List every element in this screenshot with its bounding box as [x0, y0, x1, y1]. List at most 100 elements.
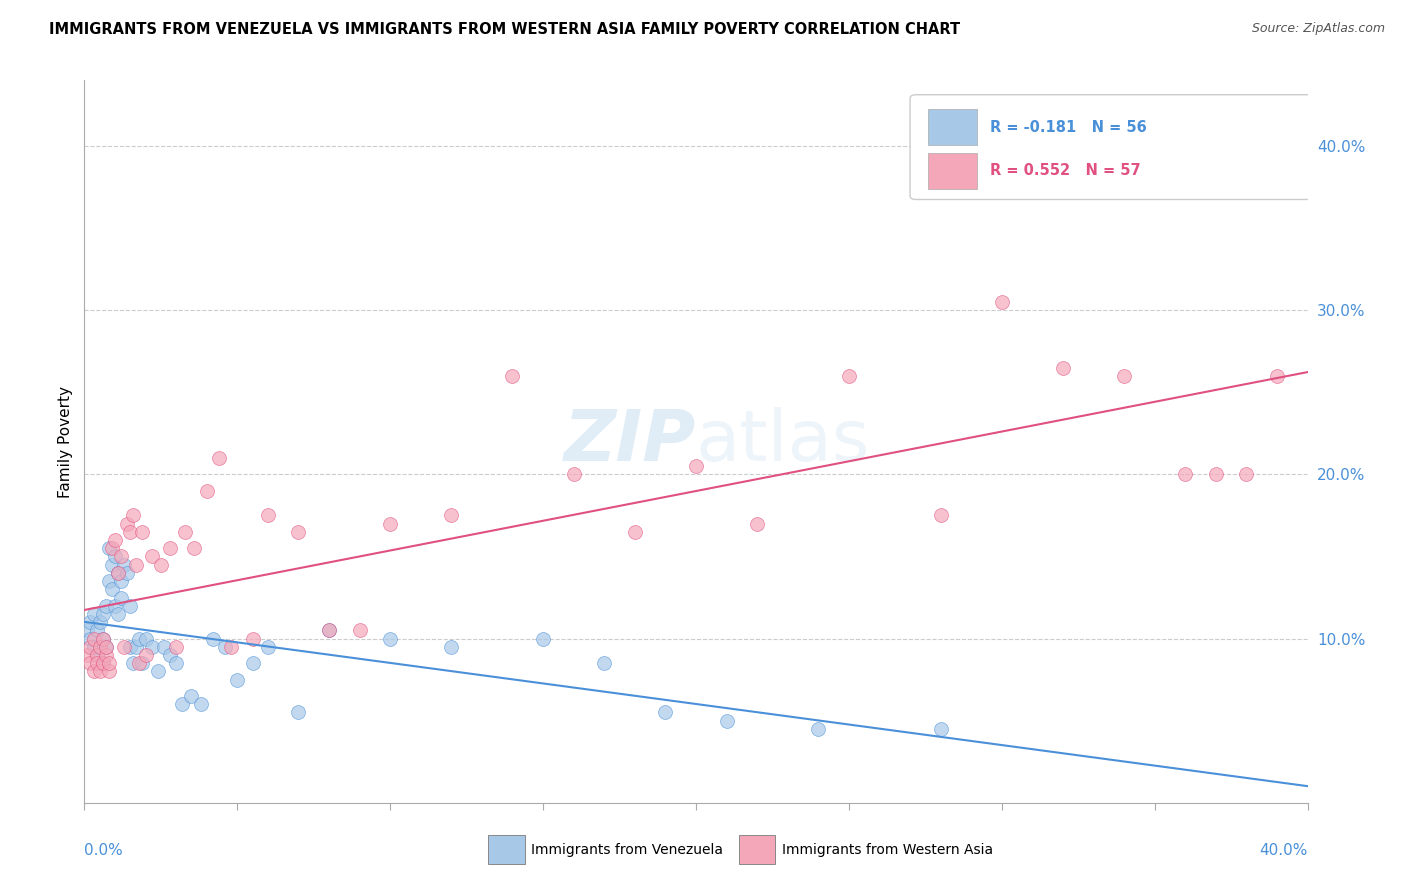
Point — [104, 533, 127, 547]
Point — [86, 648, 108, 662]
Point — [83, 665, 105, 679]
Point — [122, 508, 145, 523]
Text: atlas: atlas — [696, 407, 870, 476]
Text: R = -0.181   N = 56: R = -0.181 N = 56 — [990, 120, 1146, 135]
Point — [716, 714, 738, 728]
Point — [79, 640, 101, 654]
Point — [125, 640, 148, 654]
Point — [195, 483, 218, 498]
Point — [226, 673, 249, 687]
Text: IMMIGRANTS FROM VENEZUELA VS IMMIGRANTS FROM WESTERN ASIA FAMILY POVERTY CORRELA: IMMIGRANTS FROM VENEZUELA VS IMMIGRANTS … — [49, 22, 960, 37]
Point — [107, 566, 129, 580]
Point — [1265, 368, 1288, 383]
Point — [97, 541, 120, 556]
Point — [104, 599, 127, 613]
Point — [685, 459, 707, 474]
Point — [440, 508, 463, 523]
Point — [101, 541, 124, 556]
Point — [83, 607, 105, 621]
Text: Source: ZipAtlas.com: Source: ZipAtlas.com — [1251, 22, 1385, 36]
Point — [89, 665, 111, 679]
Point — [165, 640, 187, 654]
Point — [128, 632, 150, 646]
Point — [135, 632, 157, 646]
FancyBboxPatch shape — [910, 95, 1313, 200]
Point — [83, 632, 105, 646]
Point — [83, 640, 105, 654]
Point — [1205, 467, 1227, 482]
Point — [380, 632, 402, 646]
Point — [502, 368, 524, 383]
Point — [287, 706, 309, 720]
Point — [562, 467, 585, 482]
Point — [208, 450, 231, 465]
Point — [141, 640, 163, 654]
Point — [1174, 467, 1197, 482]
Point — [94, 648, 117, 662]
Point — [97, 657, 120, 671]
Point — [91, 657, 114, 671]
Point — [94, 640, 117, 654]
Point — [190, 698, 212, 712]
Point — [101, 582, 124, 597]
FancyBboxPatch shape — [928, 153, 977, 189]
Point — [120, 599, 142, 613]
Point — [89, 640, 111, 654]
Text: R = 0.552   N = 57: R = 0.552 N = 57 — [990, 163, 1140, 178]
Point — [101, 558, 124, 572]
Point — [91, 632, 114, 646]
Point — [242, 632, 264, 646]
Point — [214, 640, 236, 654]
Point — [1052, 360, 1074, 375]
Point — [122, 657, 145, 671]
Point — [120, 524, 142, 539]
Point — [86, 648, 108, 662]
Point — [153, 640, 176, 654]
Point — [159, 541, 181, 556]
Point — [79, 632, 101, 646]
Point — [807, 722, 830, 736]
Point — [110, 591, 132, 605]
Point — [146, 665, 169, 679]
Point — [107, 566, 129, 580]
FancyBboxPatch shape — [738, 835, 776, 864]
Point — [838, 368, 860, 383]
Point — [91, 657, 114, 671]
Point — [94, 640, 117, 654]
Point — [1114, 368, 1136, 383]
Text: 40.0%: 40.0% — [1260, 843, 1308, 857]
FancyBboxPatch shape — [928, 109, 977, 145]
Point — [76, 624, 98, 638]
Point — [257, 640, 280, 654]
Point — [110, 549, 132, 564]
Point — [89, 640, 111, 654]
Point — [107, 607, 129, 621]
Point — [125, 558, 148, 572]
Point — [201, 632, 224, 646]
Point — [318, 624, 340, 638]
Point — [97, 574, 120, 588]
Point — [593, 657, 616, 671]
Point — [654, 706, 676, 720]
Point — [141, 549, 163, 564]
Point — [929, 722, 952, 736]
Point — [219, 640, 242, 654]
Point — [128, 657, 150, 671]
Point — [91, 607, 114, 621]
Point — [242, 657, 264, 671]
Text: Immigrants from Venezuela: Immigrants from Venezuela — [531, 843, 723, 856]
Point — [257, 508, 280, 523]
Point — [165, 657, 187, 671]
Point — [531, 632, 554, 646]
Point — [112, 640, 135, 654]
Point — [86, 657, 108, 671]
Point — [287, 524, 309, 539]
Point — [180, 689, 202, 703]
Point — [624, 524, 647, 539]
Point — [183, 541, 205, 556]
Point — [115, 566, 138, 580]
Point — [131, 657, 153, 671]
Point — [149, 558, 172, 572]
Point — [89, 615, 111, 630]
Point — [172, 698, 194, 712]
